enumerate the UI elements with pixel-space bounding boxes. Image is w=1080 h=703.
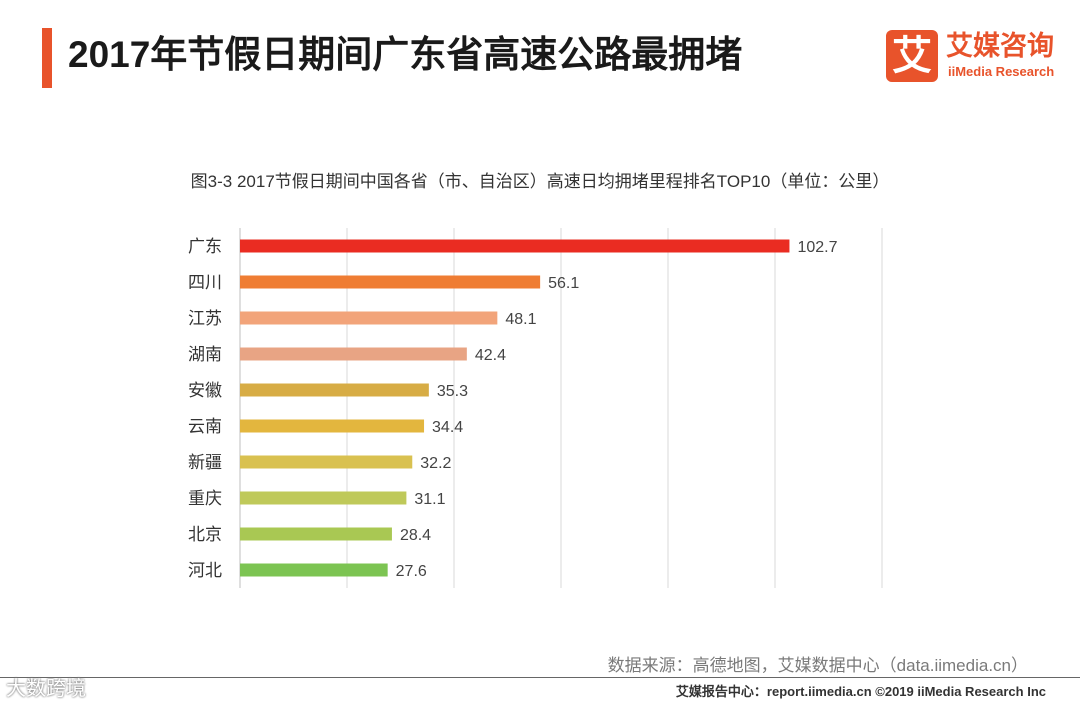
value-label-6: 32.2 <box>420 455 451 472</box>
logo-name-cn: 艾媒咨询 <box>946 31 1054 61</box>
value-label-8: 28.4 <box>400 527 431 544</box>
bar-3 <box>240 347 467 361</box>
category-label-1: 四川 <box>188 273 222 292</box>
value-label-3: 42.4 <box>475 347 506 364</box>
title-accent-bar <box>42 28 52 88</box>
page-title: 2017年节假日期间广东省高速公路最拥堵 <box>68 34 743 75</box>
bar-8 <box>240 527 392 541</box>
category-label-7: 重庆 <box>188 489 222 508</box>
category-label-5: 云南 <box>188 417 222 436</box>
value-label-5: 34.4 <box>432 419 463 436</box>
footer-divider <box>0 677 1080 678</box>
value-label-2: 48.1 <box>505 311 536 328</box>
category-label-0: 广东 <box>188 237 222 256</box>
category-label-8: 北京 <box>188 525 222 544</box>
category-label-3: 湖南 <box>188 345 222 364</box>
footer-credit: 艾媒报告中心：report.iimedia.cn ©2019 iiMedia R… <box>675 684 1046 699</box>
logo-mark: 艾 <box>886 30 938 82</box>
value-label-4: 35.3 <box>437 383 468 400</box>
watermark: 大数跨境 <box>6 678 86 700</box>
bar-9 <box>240 563 388 577</box>
category-label-2: 江苏 <box>188 309 222 328</box>
category-label-9: 河北 <box>188 561 222 580</box>
category-label-6: 新疆 <box>188 453 222 472</box>
value-label-7: 31.1 <box>414 491 445 508</box>
value-label-0: 102.7 <box>797 239 837 256</box>
bar-5 <box>240 419 425 433</box>
iimedia-logo: 艾 艾媒咨询 iiMedia Research <box>886 30 1066 86</box>
value-label-9: 27.6 <box>396 563 427 580</box>
chart-title: 图3-3 2017节假日期间中国各省（市、自治区）高速日均拥堵里程排名TOP10… <box>190 172 890 191</box>
value-label-1: 56.1 <box>548 275 579 292</box>
bar-6 <box>240 455 413 469</box>
logo-name-en: iiMedia Research <box>948 64 1055 79</box>
bar-7 <box>240 491 407 505</box>
bar-4 <box>240 383 429 397</box>
bar-0 <box>240 239 790 253</box>
bar-1 <box>240 275 541 289</box>
bar-2 <box>240 311 498 325</box>
category-label-4: 安徽 <box>188 381 222 400</box>
data-source: 数据来源：高德地图，艾媒数据中心（data.iimedia.cn） <box>607 656 1028 675</box>
